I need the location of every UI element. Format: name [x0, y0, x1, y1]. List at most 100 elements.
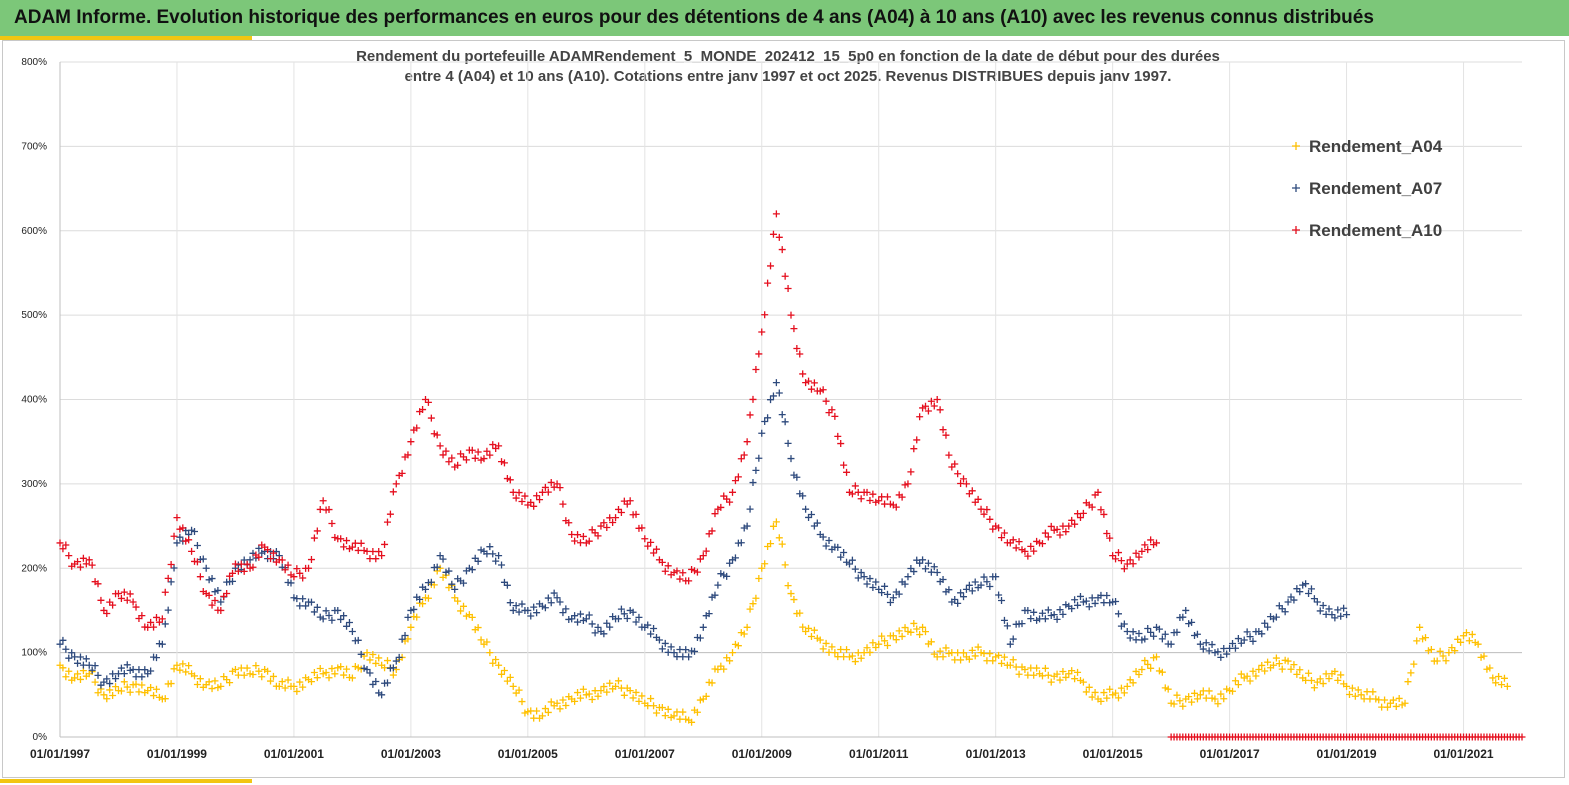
point-rendement-a04: [1258, 661, 1266, 669]
point-rendement-a07: [772, 379, 780, 387]
point-rendement-a07: [1041, 615, 1049, 623]
point-rendement-a07: [62, 645, 70, 653]
point-rendement-a04: [249, 670, 257, 678]
point-rendement-a04: [848, 652, 856, 660]
point-rendement-a07: [56, 640, 64, 648]
point-rendement-a04: [1202, 694, 1210, 702]
point-rendement-a10: [506, 476, 514, 484]
point-rendement-a10: [863, 488, 871, 496]
point-rendement-a04: [1009, 656, 1017, 664]
point-rendement-a04: [1413, 637, 1421, 645]
point-rendement-a07: [214, 586, 222, 594]
point-rendement-a10: [512, 494, 520, 502]
point-rendement-a07: [822, 542, 830, 550]
point-rendement-a07: [848, 556, 856, 564]
point-rendement-a04: [74, 670, 82, 678]
point-rendement-a07: [76, 653, 84, 661]
point-rendement-a10: [536, 496, 544, 504]
point-rendement-a04: [936, 647, 944, 655]
point-rendement-a07: [337, 615, 345, 623]
point-rendement-a04: [614, 677, 622, 685]
point-rendement-a10: [413, 424, 421, 432]
point-rendement-a04: [1047, 678, 1055, 686]
point-rendement-a07: [960, 593, 968, 601]
point-rendement-a04: [1147, 664, 1155, 672]
x-tick-label: 01/01/1997: [30, 747, 90, 761]
point-rendement-a04: [1106, 685, 1114, 693]
point-rendement-a07: [840, 548, 848, 556]
point-rendement-a04: [1059, 668, 1067, 676]
point-rendement-a07: [1325, 605, 1333, 613]
point-rendement-a07: [705, 610, 713, 618]
point-rendement-a07: [746, 505, 754, 513]
point-rendement-a04: [310, 668, 318, 676]
point-rendement-a04: [761, 560, 769, 568]
point-rendement-a04: [348, 674, 356, 682]
point-rendement-a04: [1196, 691, 1204, 699]
point-rendement-a07: [1340, 604, 1348, 612]
x-tick-label: 01/01/2011: [849, 747, 909, 761]
point-rendement-a04: [620, 691, 628, 699]
point-rendement-a04: [185, 662, 193, 670]
point-rendement-a04: [740, 630, 748, 638]
point-rendement-a10: [968, 487, 976, 495]
point-rendement-a07: [1193, 630, 1201, 638]
point-rendement-a07: [112, 675, 120, 683]
point-rendement-a10: [983, 506, 991, 514]
point-rendement-a07: [348, 628, 356, 636]
point-rendement-a07: [562, 605, 570, 613]
point-rendement-a10: [837, 440, 845, 448]
point-rendement-a07: [1074, 601, 1082, 609]
point-rendement-a04: [103, 695, 111, 703]
point-rendement-a10: [854, 488, 862, 496]
point-rendement-a07: [1322, 610, 1330, 618]
point-rendement-a10: [679, 569, 687, 577]
point-rendement-a07: [524, 606, 532, 614]
point-rendement-a10: [673, 567, 681, 575]
point-rendement-a10: [755, 350, 763, 358]
accent-bar-top: [0, 36, 252, 40]
point-rendement-a10: [805, 377, 813, 385]
point-rendement-a10: [120, 588, 128, 596]
point-rendement-a04: [787, 590, 795, 598]
point-rendement-a07: [246, 556, 254, 564]
point-rendement-a10: [240, 567, 248, 575]
point-rendement-a04: [758, 564, 766, 572]
point-rendement-a07: [512, 602, 520, 610]
point-rendement-a07: [1147, 628, 1155, 636]
point-rendement-a04: [389, 671, 397, 679]
point-rendement-a04: [1217, 690, 1225, 698]
gridlines: [59, 61, 1522, 738]
point-rendement-a10: [626, 497, 634, 505]
point-rendement-a04: [299, 683, 307, 691]
point-rendement-a10: [576, 539, 584, 547]
point-rendement-a04: [509, 682, 517, 690]
point-rendement-a10: [495, 442, 503, 450]
point-rendement-a10: [995, 524, 1003, 532]
point-rendement-a10: [974, 495, 982, 503]
point-rendement-a10: [530, 502, 538, 510]
point-rendement-a04: [828, 643, 836, 651]
point-rendement-a07: [1056, 606, 1064, 614]
point-rendement-a07: [1103, 592, 1111, 600]
point-rendement-a04: [1334, 676, 1342, 684]
point-rendement-a10: [316, 505, 324, 513]
point-rendement-a10: [88, 561, 96, 569]
point-rendement-a07: [59, 636, 67, 644]
point-rendement-a04: [562, 702, 570, 710]
point-rendement-a10: [1065, 522, 1073, 530]
point-rendement-a07: [299, 595, 307, 603]
point-rendement-a10: [986, 515, 994, 523]
point-rendement-a04: [1074, 668, 1082, 676]
point-rendement-a10: [281, 566, 289, 574]
point-rendement-a04: [316, 665, 324, 672]
point-rendement-a04: [1498, 681, 1506, 689]
point-rendement-a10: [378, 552, 386, 560]
point-rendement-a07: [106, 680, 114, 688]
point-rendement-a10: [962, 480, 970, 488]
point-rendement-a10: [59, 545, 67, 553]
point-rendement-a07: [767, 396, 775, 404]
point-rendement-a04: [290, 682, 298, 690]
point-rendement-a04: [1495, 673, 1503, 681]
